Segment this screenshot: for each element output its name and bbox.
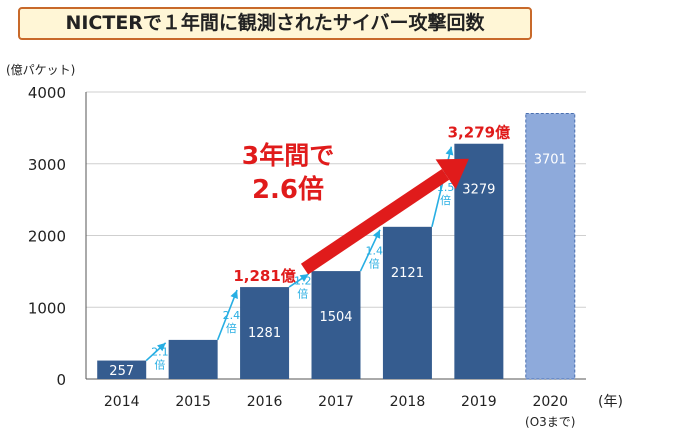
bar-2019 [454, 143, 504, 379]
bars: 257 545 1281 1504 2121 3279 3701 [97, 112, 576, 394]
y-tick-label: 3000 [28, 156, 66, 174]
bar-2015 [168, 339, 218, 379]
x-tick-label: 2014 [104, 394, 140, 410]
big-arrow-text-line1: 3年間で [242, 141, 334, 170]
growth-ratio: 2.4 [223, 309, 241, 322]
y-tick-label: 4000 [28, 84, 66, 102]
growth-ratio-unit: 倍 [154, 358, 165, 372]
growth-arrowhead [299, 274, 309, 282]
big-arrow-head [435, 158, 469, 190]
bar-2020 [525, 112, 576, 380]
value-callout: 3,279億 [448, 124, 510, 142]
growth-arrowhead [445, 146, 454, 156]
data-label: 3279 [462, 183, 495, 198]
y-tick-label: 0 [56, 371, 66, 389]
x-tick-label: 2019 [461, 394, 497, 410]
data-label: 3701 [534, 152, 567, 167]
data-label: 545 [181, 379, 206, 394]
y-tick-labels: 0 1000 2000 3000 4000 [28, 84, 66, 389]
growth-ratio: 2.1 [151, 346, 169, 359]
x-tick-labels: 2014 2015 2016 2017 2018 2019 2020 (O3まで) [104, 394, 576, 429]
x-axis-unit: (年) [598, 394, 623, 410]
value-callout: 1,281億 [233, 267, 295, 285]
x-tick-label: 2018 [390, 394, 426, 410]
bar-2017 [311, 271, 361, 379]
growth-ratio: 1.2 [294, 275, 312, 288]
x-tick-label: 2016 [247, 394, 283, 410]
growth-arrowhead [157, 342, 166, 352]
growth-ratio-unit: 倍 [440, 193, 451, 207]
big-arrow-text-line2: 2.6倍 [252, 174, 324, 205]
big-growth-arrow: 3年間で 2.6倍 [242, 141, 469, 275]
y-axis-label: (億パケット) [6, 63, 75, 77]
data-label: 257 [109, 364, 134, 379]
chart-title: NICTERで１年間に観測されたサイバー攻撃回数 [18, 7, 532, 40]
growth-ratio: 1.4 [365, 244, 383, 257]
x-tick-note: (O3まで) [525, 415, 575, 429]
x-tick-label: 2020 [532, 394, 568, 410]
growth-ratio-unit: 倍 [369, 256, 380, 270]
big-arrow-shaft [300, 168, 450, 275]
x-tick-label: 2017 [318, 394, 354, 410]
data-label: 2121 [391, 266, 424, 281]
bar-2016 [240, 287, 290, 379]
y-tick-label: 2000 [28, 228, 66, 246]
growth-arrow [216, 289, 238, 341]
data-label: 1281 [248, 326, 281, 341]
bar-2018 [382, 226, 432, 379]
growth-ratio-unit: 倍 [297, 287, 308, 301]
x-tick-label: 2015 [175, 394, 211, 410]
growth-arrowhead [372, 229, 381, 239]
data-label: 1504 [319, 310, 352, 325]
growth-ratio-unit: 倍 [226, 321, 237, 335]
growth-arrowhead [230, 290, 238, 299]
callouts: 1,281億 3,279億 [233, 124, 510, 285]
bar-2014 [97, 360, 147, 379]
y-tick-label: 1000 [28, 299, 66, 317]
